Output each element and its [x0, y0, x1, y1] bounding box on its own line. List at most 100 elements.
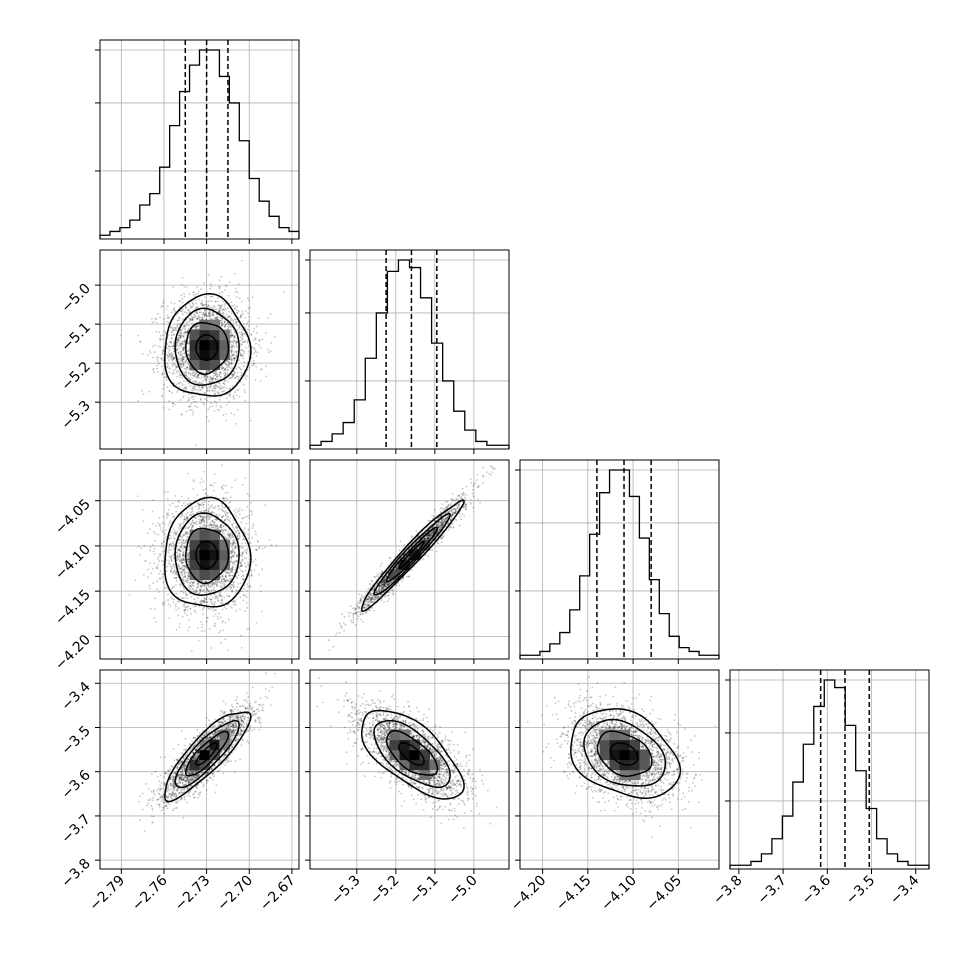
sample-point: [227, 323, 230, 326]
sample-point: [194, 315, 197, 318]
sample-point: [172, 357, 175, 360]
sample-point: [247, 561, 249, 564]
sample-point: [226, 322, 229, 324]
sample-point: [181, 283, 184, 286]
sample-point: [159, 346, 162, 348]
sample-point: [236, 409, 239, 411]
sample-point: [162, 573, 165, 575]
sample-point: [233, 599, 236, 602]
sample-point: [175, 510, 178, 513]
sample-point: [213, 372, 216, 375]
sample-point: [182, 604, 185, 607]
sample-point: [195, 324, 198, 327]
sample-point: [247, 328, 249, 331]
sample-point: [161, 395, 164, 398]
sample-point: [193, 316, 196, 318]
sample-point: [139, 340, 141, 343]
sample-point: [224, 323, 227, 326]
sample-point: [216, 392, 219, 395]
sample-point: [175, 552, 178, 554]
sample-point: [157, 371, 159, 373]
sample-point: [205, 314, 208, 316]
sample-point: [230, 606, 233, 609]
sample-point: [233, 356, 236, 359]
sample-point: [196, 317, 199, 320]
sample-point: [171, 598, 174, 600]
sample-point: [167, 347, 169, 350]
sample-point: [235, 376, 238, 378]
sample-point: [224, 374, 226, 377]
sample-point: [226, 512, 229, 515]
sample-point: [270, 342, 273, 344]
sample-point: [189, 373, 192, 376]
sample-point: [179, 336, 182, 339]
sample-point: [230, 377, 233, 380]
sample-point: [200, 386, 203, 388]
sample-point: [218, 525, 221, 528]
sample-point: [242, 313, 245, 315]
sample-point: [214, 526, 217, 528]
sample-point: [176, 574, 179, 576]
sample-point: [210, 590, 213, 592]
sample-point: [191, 302, 194, 305]
sample-point: [205, 581, 208, 583]
sample-point: [215, 518, 218, 521]
sample-point: [182, 576, 185, 578]
sample-point: [161, 559, 164, 562]
sample-point: [228, 569, 231, 572]
sample-point: [206, 315, 208, 318]
sample-point: [168, 548, 171, 551]
sample-point: [247, 537, 250, 539]
sample-point: [196, 286, 199, 289]
sample-point: [231, 373, 234, 376]
sample-point: [226, 364, 229, 366]
sample-point: [209, 376, 212, 379]
sample-point: [231, 524, 234, 526]
sample-point: [267, 348, 269, 351]
sample-point: [208, 389, 211, 391]
sample-point: [161, 545, 163, 548]
sample-point: [236, 394, 239, 396]
sample-point: [183, 612, 186, 614]
sample-point: [220, 586, 223, 589]
sample-point: [141, 390, 143, 392]
sample-point: [173, 557, 175, 559]
sample-point: [187, 308, 190, 311]
sample-point: [173, 356, 176, 359]
sample-point: [219, 581, 221, 584]
sample-point: [205, 596, 208, 599]
sample-point: [234, 601, 237, 603]
sample-point: [224, 514, 227, 517]
sample-point: [161, 602, 164, 604]
sample-point: [209, 585, 211, 588]
sample-point: [189, 318, 192, 321]
sample-point: [169, 534, 171, 537]
sample-point: [167, 365, 170, 367]
sample-point: [177, 338, 180, 340]
sample-point: [228, 315, 230, 317]
sample-point: [162, 359, 165, 362]
sample-point: [234, 547, 236, 550]
sample-point: [191, 524, 194, 527]
sample-point: [239, 565, 242, 568]
sample-point: [230, 559, 233, 561]
sample-point: [221, 506, 224, 509]
sample-point: [184, 560, 186, 563]
sample-point: [172, 528, 175, 531]
sample-point: [201, 502, 204, 504]
sample-point: [219, 576, 222, 579]
sample-point: [224, 621, 227, 624]
sample-point: [189, 581, 192, 584]
sample-point: [182, 347, 184, 350]
sample-point: [155, 364, 158, 367]
sample-point: [235, 610, 238, 612]
sample-point: [239, 513, 241, 516]
sample-point: [181, 319, 184, 321]
sample-point: [218, 399, 221, 401]
sample-point: [149, 546, 152, 548]
sample-point: [243, 557, 246, 560]
sample-point: [235, 350, 238, 353]
sample-point: [181, 360, 184, 362]
sample-point: [224, 324, 227, 327]
sample-point: [255, 549, 258, 551]
